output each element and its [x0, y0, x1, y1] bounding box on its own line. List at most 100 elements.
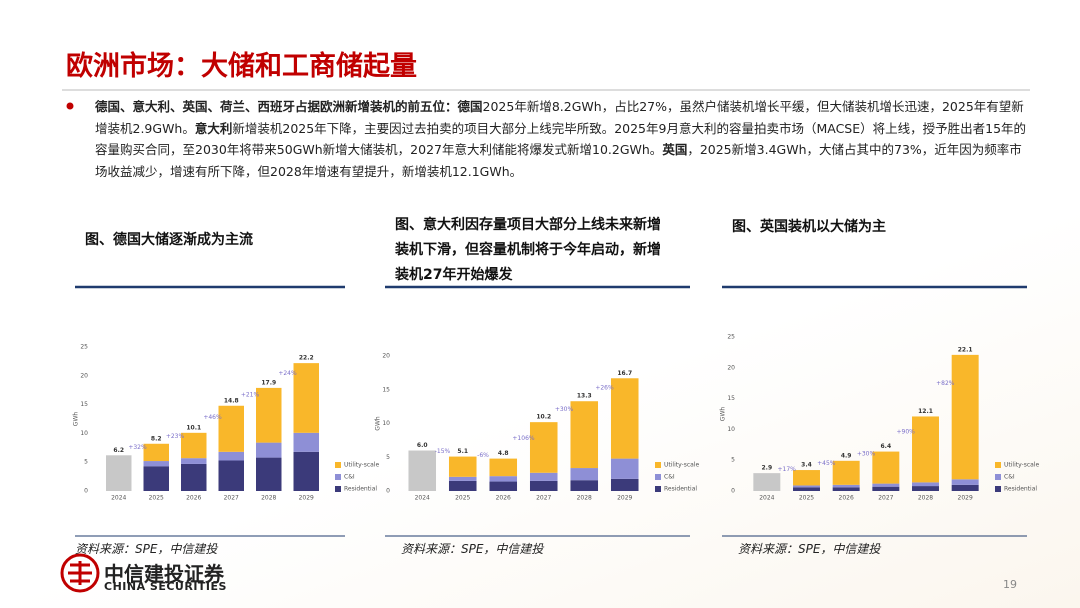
legend-label: Utility-scale [1004, 462, 1039, 469]
total-label: 22.1 [958, 346, 973, 353]
bar-segment [570, 401, 599, 469]
bullet-run: ，2025新增3.4GWh，大储占其中的73%，近年因为频率市场收益减少，增速有… [95, 142, 1022, 179]
bullet-run: 新增装机2025年下降，主要因过去拍卖的项目大部分上线完毕所致。2025年9月意… [95, 120, 1027, 158]
bar-segment [610, 378, 639, 459]
bar-segment [610, 458, 639, 479]
total-label: 3.4 [801, 462, 812, 469]
bar-segment [529, 472, 558, 481]
growth-label: +46% [203, 414, 222, 421]
growth-label: -6% [477, 452, 489, 459]
x-tick-label: 2028 [261, 495, 276, 502]
legend-swatch [995, 474, 1001, 480]
bar-segment [408, 450, 437, 491]
y-tick-label: 10 [80, 430, 88, 437]
bullet-run: 英国 [662, 142, 688, 157]
y-tick-label: 10 [727, 426, 735, 433]
chart-title: 图、意大利因存量项目大部分上线未来新增装机下滑，但容量机制将于今年启动，新增装机… [395, 217, 661, 283]
x-tick-label: 2026 [839, 495, 854, 502]
bar-segment [570, 468, 599, 481]
growth-label: +90% [896, 429, 915, 436]
y-tick-label: 20 [727, 364, 735, 371]
bar-segment [753, 473, 781, 491]
legend-swatch [995, 462, 1001, 468]
growth-label: +45% [817, 460, 836, 467]
bar-segment [832, 460, 860, 485]
total-label: 4.8 [498, 450, 509, 457]
total-label: 14.8 [224, 397, 239, 404]
bar-segment [106, 455, 132, 491]
x-tick-label: 2024 [111, 495, 126, 502]
total-label: 6.4 [881, 443, 892, 450]
bar-segment [872, 451, 900, 484]
legend-label: C&I [664, 474, 675, 481]
y-tick-label: 20 [382, 353, 390, 360]
growth-label: -15% [435, 448, 451, 455]
legend-label: C&I [1004, 474, 1015, 481]
legend-swatch [655, 486, 661, 492]
bar-segment [872, 483, 900, 487]
legend-label: Residential [1004, 486, 1037, 493]
x-tick-label: 2028 [918, 495, 933, 502]
y-tick-label: 0 [84, 488, 88, 495]
total-label: 12.1 [918, 408, 933, 415]
bar-segment [448, 476, 477, 481]
y-tick-label: 0 [386, 488, 390, 495]
y-tick-label: 20 [80, 372, 88, 379]
bar-segment [293, 363, 319, 433]
total-label: 2.9 [762, 465, 773, 472]
bar-segment [832, 487, 860, 491]
total-label: 22.2 [299, 355, 314, 362]
y-tick-label: 15 [382, 386, 390, 393]
growth-label: +23% [166, 433, 185, 440]
bar-segment [293, 451, 319, 491]
y-axis-label: GWh [720, 407, 727, 422]
x-tick-label: 2026 [186, 495, 201, 502]
bullet-run: 德国、意大利、英国、荷兰、西班牙占据欧洲新增装机的前五位： [95, 99, 458, 114]
bar-segment [256, 457, 282, 491]
bar-segment [218, 405, 244, 452]
page-number: 19 [1003, 578, 1017, 591]
x-tick-label: 2028 [577, 495, 592, 502]
bar-segment [529, 422, 558, 473]
x-tick-label: 2029 [958, 495, 973, 502]
chart-title: 图、英国装机以大储为主 [732, 219, 886, 235]
bullet-dot [66, 102, 74, 110]
bar-segment [293, 432, 319, 452]
bar-segment [793, 470, 820, 486]
x-tick-label: 2029 [299, 495, 314, 502]
y-axis-label: GWh [375, 416, 382, 431]
bullet-run: 2025年新增8.2GWh，占比27%，虽然户储装机增长平缓，但大储装机增长迅速… [95, 99, 1024, 136]
bullet-run: 德国 [457, 99, 483, 114]
y-tick-label: 15 [80, 401, 88, 408]
bar-segment [912, 482, 939, 487]
bar-segment [951, 484, 979, 491]
total-label: 10.1 [186, 424, 201, 431]
x-tick-label: 2024 [415, 495, 430, 502]
source-note: 资料来源：SPE，中信建投 [738, 542, 881, 556]
bar-segment [529, 480, 558, 491]
bar-segment [793, 485, 820, 488]
total-label: 5.1 [457, 448, 468, 455]
legend-swatch [335, 474, 341, 480]
y-tick-label: 5 [84, 459, 88, 466]
total-label: 8.2 [151, 435, 162, 442]
y-tick-label: 10 [382, 420, 390, 427]
y-tick-label: 25 [80, 344, 88, 351]
legend-label: Utility-scale [344, 462, 379, 469]
legend-label: Residential [344, 486, 377, 493]
bar-segment [218, 451, 244, 461]
bar-segment [143, 466, 169, 491]
bar-segment [489, 458, 518, 477]
y-axis-label: GWh [73, 412, 80, 427]
bar-segment [143, 443, 169, 462]
growth-label: +30% [857, 451, 876, 458]
bar-segment [256, 387, 282, 443]
total-label: 17.9 [261, 379, 276, 386]
bar-segment [489, 476, 518, 482]
growth-label: +32% [128, 444, 147, 451]
logo-cn: 中信建投证券 [104, 562, 224, 586]
bar-segment [832, 484, 860, 488]
total-label: 6.0 [417, 442, 428, 449]
